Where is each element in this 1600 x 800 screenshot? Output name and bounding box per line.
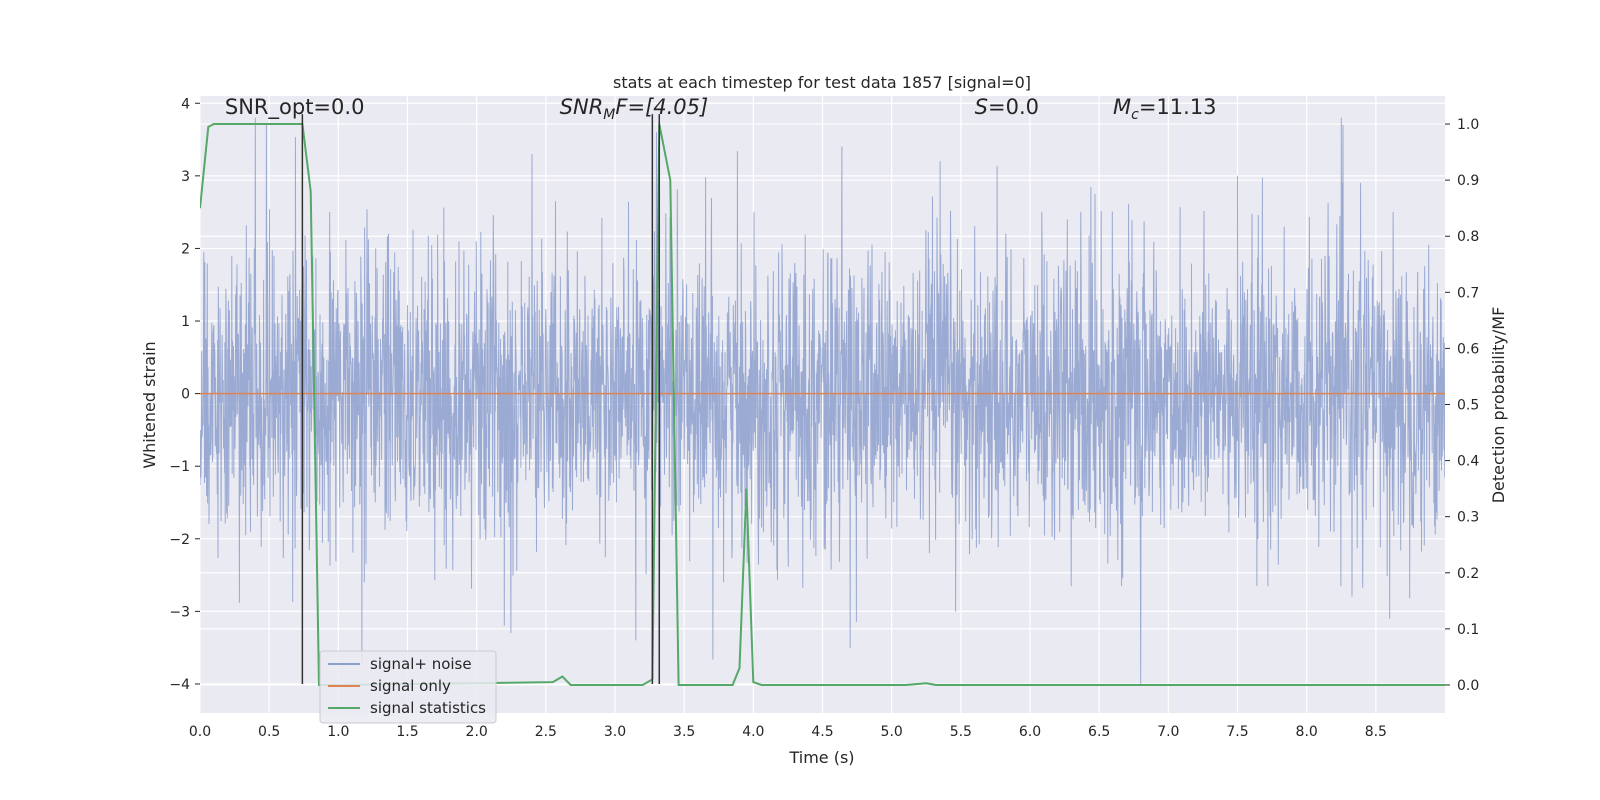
x-axis-label: Time (s) xyxy=(788,748,854,767)
y-tick-label-left: 1 xyxy=(181,314,190,330)
y-tick-label-left: 4 xyxy=(181,96,190,112)
y-tick-label-right: 0.0 xyxy=(1457,678,1479,694)
legend-label-signal-noise: signal+ noise xyxy=(370,655,472,673)
y-tick-label-left: −1 xyxy=(169,459,190,475)
x-tick-label: 1.5 xyxy=(396,724,418,740)
series-signal-noise xyxy=(200,117,1445,685)
x-tick-labels: 0.0 0.5 1.0 1.5 2.0 2.5 3.0 3.5 4.0 4.5 5.0 5.5 6.0 6… xyxy=(189,724,1387,740)
x-tick-label: 2.0 xyxy=(466,724,488,740)
x-tick-label: 0.0 xyxy=(189,724,211,740)
annotation: Mc=11.13 xyxy=(1113,95,1217,123)
x-tick-label: 4.5 xyxy=(811,724,833,740)
annotation: SNRMF=[4.05] xyxy=(560,95,709,123)
x-tick-label: 6.0 xyxy=(1019,724,1041,740)
x-tick-label: 3.5 xyxy=(673,724,695,740)
y-tick-label-right: 0.5 xyxy=(1457,398,1479,414)
y-axis-label-right: Detection probability/MF xyxy=(1489,307,1508,504)
x-tick-label: 6.5 xyxy=(1088,724,1110,740)
y-tick-label-right: 0.9 xyxy=(1457,173,1479,189)
y-tick-label-left: 0 xyxy=(181,387,190,403)
x-tick-label: 5.0 xyxy=(881,724,903,740)
x-tick-label: 8.5 xyxy=(1365,724,1387,740)
y-tick-label-left: 2 xyxy=(181,241,190,257)
vlines xyxy=(301,114,661,684)
legend: signal+ noise signal only signal statist… xyxy=(319,650,497,724)
x-tick-label: 3.0 xyxy=(604,724,626,740)
x-tick-label: 8.0 xyxy=(1296,724,1318,740)
y-tick-label-left: −4 xyxy=(169,677,190,693)
x-tick-label: 2.5 xyxy=(535,724,557,740)
y-tick-label-left: −2 xyxy=(169,532,190,548)
annotations: SNR_opt=0.0 SNRMF=[4.05] S=0.0 Mc=11.13 xyxy=(225,95,1217,123)
y-tick-label-right: 0.3 xyxy=(1457,510,1479,526)
series-signal-statistics xyxy=(200,123,1445,686)
x-tick-label: 1.0 xyxy=(327,724,349,740)
y-tick-label-right: 0.4 xyxy=(1457,454,1479,470)
y-tick-labels-left: 4 3 2 1 0 −1 −2 −3 −4 xyxy=(169,96,200,693)
y-axis-label-left: Whitened strain xyxy=(140,341,159,468)
x-tick-label: 4.0 xyxy=(742,724,764,740)
y-tick-label-right: 0.1 xyxy=(1457,622,1479,638)
y-tick-label-right: 0.2 xyxy=(1457,566,1479,582)
y-tick-label-right: 0.6 xyxy=(1457,341,1479,357)
chart-title: stats at each timestep for test data 185… xyxy=(613,73,1031,92)
legend-box xyxy=(319,650,497,724)
y-tick-label-right: 1.0 xyxy=(1457,117,1479,133)
series-layer xyxy=(200,117,1445,686)
y-tick-label-right: 0.7 xyxy=(1457,285,1479,301)
y-tick-label-right: 0.8 xyxy=(1457,229,1479,245)
legend-label-signal-statistics: signal statistics xyxy=(370,699,486,717)
y-tick-labels-right: 1.0 0.9 0.8 0.7 0.6 0.5 0.4 0.3 0.2 0.1 0.0 xyxy=(1445,117,1479,694)
x-tick-label: 5.5 xyxy=(950,724,972,740)
annotation: SNR_opt=0.0 xyxy=(225,95,365,120)
annotation: S=0.0 xyxy=(975,95,1039,119)
x-tick-label: 7.5 xyxy=(1226,724,1248,740)
x-tick-label: 0.5 xyxy=(258,724,280,740)
legend-label-signal-only: signal only xyxy=(370,677,451,695)
y-tick-label-left: 3 xyxy=(181,169,190,185)
x-tick-label: 7.0 xyxy=(1157,724,1179,740)
y-tick-label-left: −3 xyxy=(169,604,190,620)
